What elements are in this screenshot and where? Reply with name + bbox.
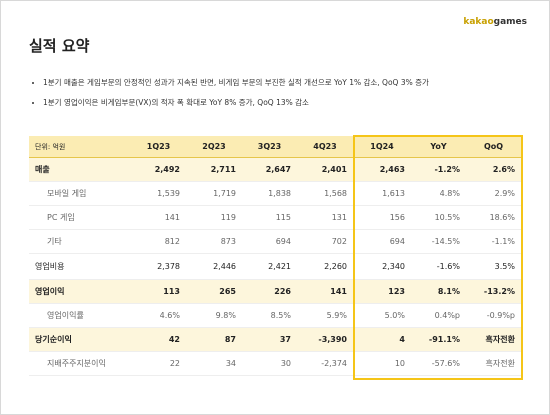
cell: 4.6% [131,303,186,328]
header-cell: 1Q24 [353,136,411,158]
cell: 131 [297,205,353,230]
row-label: 기타 [29,229,131,254]
cell: 226 [242,279,297,304]
cell: 8.1% [411,279,466,304]
cell: 2,260 [297,253,353,280]
table-row: 영업비용 2,378 2,446 2,421 2,260 2,340 -1.6% 3.5% [29,253,521,280]
row-label: 당기순이익 [29,327,131,352]
cell: 18.6% [466,205,521,230]
cell: 2,446 [186,253,242,280]
header-cell: QoQ [466,136,521,158]
header-cell: 4Q23 [297,136,353,158]
cell: 2,647 [242,157,297,182]
title: 실적 요약 [29,37,90,55]
row-label: 매출 [29,157,131,182]
header-cell: 2Q23 [186,136,242,158]
table-row: 기타 812 873 694 702 694 -14.5% -1.1% [29,229,521,254]
cell: -3,390 [297,327,353,352]
cell: 10.5% [411,205,466,230]
cell: 141 [297,279,353,304]
cell: 2.6% [466,157,521,182]
results-table: 단위: 억원 1Q23 2Q23 3Q23 4Q23 1Q24 YoY QoQ 매출 2,492 2… [29,136,521,376]
cell: 812 [131,229,186,254]
logo: kakaogames [463,17,527,27]
cell: 694 [353,229,411,254]
cell: 4.8% [411,181,466,206]
header-cell: 단위: 억원 [29,136,131,158]
header-row: 단위: 억원 1Q23 2Q23 3Q23 4Q23 1Q24 YoY QoQ [29,136,521,158]
cell: 115 [242,205,297,230]
cell: 141 [131,205,186,230]
cell: 8.5% [242,303,297,328]
cell: 2,401 [297,157,353,182]
cell: -57.6% [411,351,466,376]
cell: 흑자전환 [466,327,521,352]
cell: 123 [353,279,411,304]
table-row: 영업이익률 4.6% 9.8% 8.5% 5.9% 5.0% 0.4%p -0.9%p [29,303,521,328]
row-label: PC 게임 [29,205,131,230]
cell: 1,719 [186,181,242,206]
cell: 119 [186,205,242,230]
table-row: 영업이익 113 265 226 141 123 8.1% -13.2% [29,279,521,304]
cell: 9.8% [186,303,242,328]
cell: -14.5% [411,229,466,254]
cell: 265 [186,279,242,304]
cell: 1,613 [353,181,411,206]
row-label: 영업비용 [29,253,131,280]
cell: -91.1% [411,327,466,352]
cell: 5.9% [297,303,353,328]
logo-games: games [493,17,527,27]
row-label: 영업이익률 [29,303,131,328]
cell: -2,374 [297,351,353,376]
cell: -1.6% [411,253,466,280]
cell: 702 [297,229,353,254]
cell: 1,539 [131,181,186,206]
cell: 2,711 [186,157,242,182]
bullet-list: 1분기 매출은 게임부문의 안정적인 성과가 지속된 반면, 비게임 부문의 부… [31,73,429,113]
bullet: 1분기 영업이익은 비게임부문(VX)의 적자 폭 확대로 YoY 8% 증가,… [43,93,429,113]
row-label: 지배주주지분이익 [29,351,131,376]
cell: 2,340 [353,253,411,280]
cell: 1,568 [297,181,353,206]
cell: -1.2% [411,157,466,182]
cell: 1,838 [242,181,297,206]
cell: 42 [131,327,186,352]
cell: 37 [242,327,297,352]
cell: 2,463 [353,157,411,182]
header-cell: 1Q23 [131,136,186,158]
cell: 873 [186,229,242,254]
cell: 3.5% [466,253,521,280]
logo-kakao: kakao [463,17,494,27]
cell: 2,378 [131,253,186,280]
cell: -0.9%p [466,303,521,328]
table-row: 당기순이익 42 87 37 -3,390 4 -91.1% 흑자전환 [29,327,521,352]
cell: 30 [242,351,297,376]
cell: 흑자전환 [466,351,521,376]
cell: 22 [131,351,186,376]
cell: -1.1% [466,229,521,254]
header-cell: YoY [411,136,466,158]
row-label: 모바일 게임 [29,181,131,206]
cell: 4 [353,327,411,352]
cell: -13.2% [466,279,521,304]
cell: 87 [186,327,242,352]
bullet: 1분기 매출은 게임부문의 안정적인 성과가 지속된 반면, 비게임 부문의 부… [43,73,429,93]
table-row: 지배주주지분이익 22 34 30 -2,374 10 -57.6% 흑자전환 [29,351,521,376]
cell: 0.4%p [411,303,466,328]
header-cell: 3Q23 [242,136,297,158]
row-label: 영업이익 [29,279,131,304]
cell: 34 [186,351,242,376]
cell: 156 [353,205,411,230]
cell: 2,421 [242,253,297,280]
cell: 694 [242,229,297,254]
cell: 5.0% [353,303,411,328]
cell: 10 [353,351,411,376]
table-row: PC 게임 141 119 115 131 156 10.5% 18.6% [29,205,521,230]
cell: 2.9% [466,181,521,206]
cell: 2,492 [131,157,186,182]
cell: 113 [131,279,186,304]
table-row: 모바일 게임 1,539 1,719 1,838 1,568 1,613 4.8% 2.9% [29,181,521,206]
table-row: 매출 2,492 2,711 2,647 2,401 2,463 -1.2% 2.6% [29,157,521,182]
